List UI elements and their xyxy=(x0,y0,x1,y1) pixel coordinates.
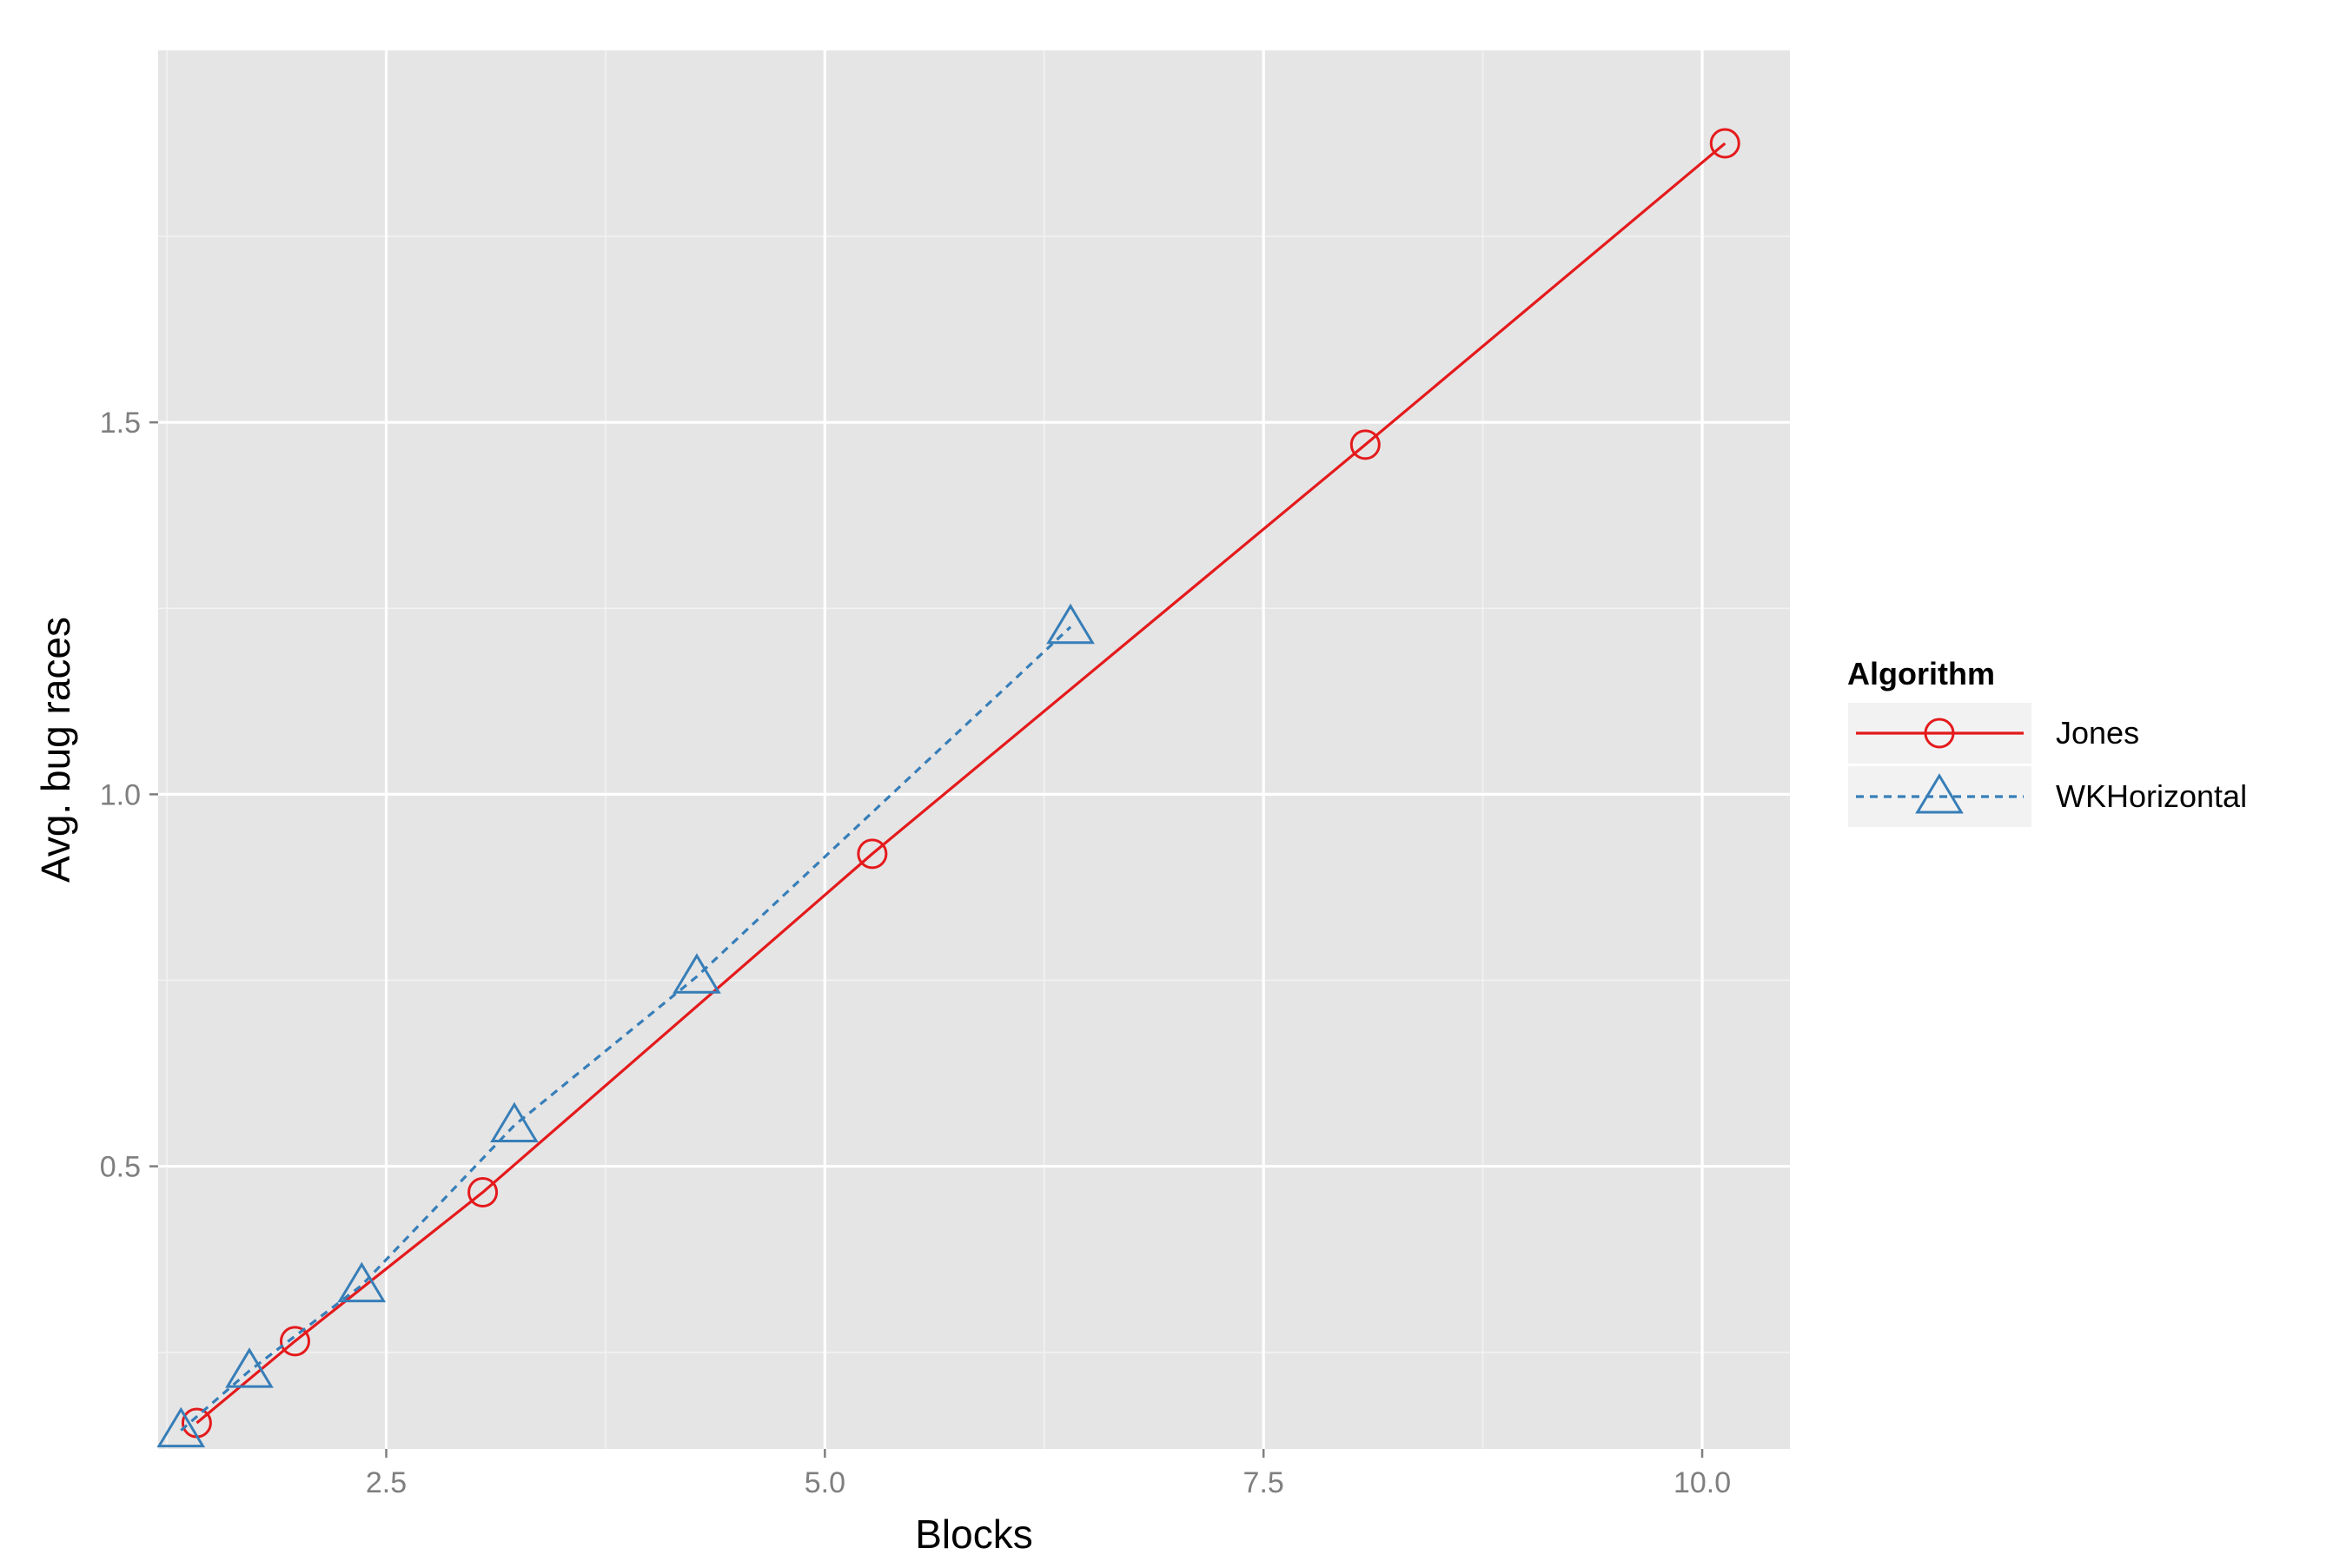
x-tick-label: 2.5 xyxy=(366,1466,407,1499)
y-tick-label: 1.5 xyxy=(100,407,141,440)
legend-key-marker-jones xyxy=(1924,718,1955,749)
data-point-wkhorizontal xyxy=(225,1347,274,1388)
grid-lines xyxy=(158,50,1790,1449)
data-point-wkhorizontal xyxy=(673,953,721,994)
data-point-jones xyxy=(280,1326,311,1357)
legend-key-marker-wkhorizontal xyxy=(1915,773,1964,814)
data-point-jones xyxy=(1709,128,1740,159)
x-axis-title: Blocks xyxy=(915,1512,1032,1557)
data-point-wkhorizontal xyxy=(490,1102,539,1142)
data-point-jones xyxy=(857,838,888,870)
y-axis-title: Avg. bug races xyxy=(33,617,78,883)
x-tick-label: 7.5 xyxy=(1243,1466,1284,1499)
data-point-wkhorizontal xyxy=(156,1406,206,1448)
data-point-jones xyxy=(467,1177,499,1208)
legend-label-jones: Jones xyxy=(2056,715,2139,751)
plot-panel xyxy=(158,50,1790,1449)
series-group xyxy=(156,128,1740,1448)
x-tick-label: 10.0 xyxy=(1673,1466,1731,1499)
legend-title: Algorithm xyxy=(1847,656,1995,691)
y-tick-label: 0.5 xyxy=(100,1151,141,1184)
axes: 2.5 5.0 7.5 10.0 0.5 1.0 1.5 Blocks Avg. bug rac… xyxy=(33,407,1731,1557)
legend: Algorithm Jones WKHorizontal xyxy=(1846,656,2247,829)
x-tick-label: 5.0 xyxy=(805,1466,845,1499)
legend-label-wkhorizontal: WKHorizontal xyxy=(2056,778,2247,814)
data-point-jones xyxy=(1349,429,1381,460)
series-line-wkhorizontal xyxy=(180,625,1072,1432)
y-tick-label: 1.0 xyxy=(100,778,141,811)
data-point-wkhorizontal xyxy=(337,1261,387,1303)
data-point-wkhorizontal xyxy=(1046,603,1095,645)
series-line-jones xyxy=(196,142,1726,1425)
